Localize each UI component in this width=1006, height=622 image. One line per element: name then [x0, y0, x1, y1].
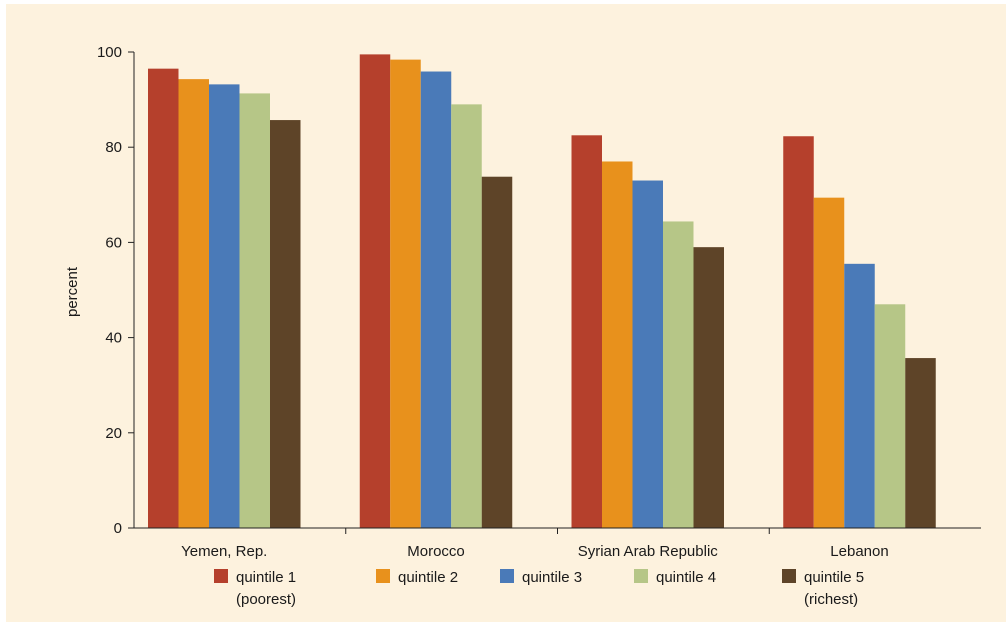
bar-q5-1 [270, 120, 301, 528]
legend-label-q3: quintile 3 [522, 569, 582, 586]
legend-label-q5: quintile 5 [804, 569, 864, 586]
legend-sublabel-q1: (poorest) [236, 591, 296, 608]
x-category-label: Morocco [407, 543, 465, 560]
bar-q2-2 [390, 59, 421, 529]
bar-q3-4 [844, 263, 875, 528]
y-tick-label: 80 [105, 139, 122, 156]
chart-panel: percent 0 20 40 60 80 100 Yemen, Rep. Morocco S… [6, 4, 1006, 622]
bar-q1-3 [571, 135, 602, 529]
bar-q5-2 [481, 176, 513, 528]
legend-swatch-q4 [634, 569, 648, 583]
x-category-label: Syrian Arab Republic [578, 543, 719, 560]
bar-q2-1 [178, 79, 209, 528]
axes-group [133, 52, 981, 534]
bar-q4-4 [874, 304, 906, 528]
bar-q4-2 [451, 104, 482, 529]
legend-swatch-q1 [214, 569, 228, 583]
legend-label-q2: quintile 2 [398, 569, 458, 586]
legend-label-q1: quintile 1 [236, 569, 296, 586]
bar-q2-3 [602, 161, 633, 529]
bar-q1-2 [359, 54, 391, 528]
bar-q1-1 [148, 68, 179, 528]
bar-q5-4 [905, 358, 936, 528]
legend-sublabel-q5: (richest) [804, 591, 858, 608]
legend-swatch-q2 [376, 569, 390, 583]
bar-q3-2 [420, 71, 452, 529]
bar-q5-3 [693, 247, 724, 528]
legend-label-q4: quintile 4 [656, 569, 716, 586]
x-labels-group: Yemen, Rep. Morocco Syrian Arab Republic Le… [181, 543, 889, 560]
y-ticks-group: 0 20 40 60 80 100 [97, 44, 134, 537]
bar-q2-4 [813, 197, 845, 528]
x-category-label: Lebanon [830, 543, 888, 560]
y-tick-label: 60 [105, 234, 122, 251]
legend-swatch-q3 [500, 569, 514, 583]
bar-q3-1 [209, 84, 240, 529]
y-tick-label: 0 [114, 520, 122, 537]
bar-q3-3 [632, 180, 663, 528]
y-tick-label: 40 [105, 330, 122, 347]
bar-q4-3 [663, 221, 694, 528]
legend: quintile 1 (poorest) quintile 2 quintile 3 q… [214, 569, 864, 608]
y-tick-label: 100 [97, 44, 122, 61]
y-tick-label: 20 [105, 425, 122, 442]
bars-group [148, 54, 936, 529]
bar-q4-1 [239, 93, 270, 528]
x-category-label: Yemen, Rep. [181, 543, 267, 560]
y-axis-title: percent [64, 266, 81, 317]
legend-swatch-q5 [782, 569, 796, 583]
bar-chart: percent 0 20 40 60 80 100 Yemen, Rep. Morocco S… [64, 44, 981, 608]
bar-q1-4 [783, 136, 814, 528]
